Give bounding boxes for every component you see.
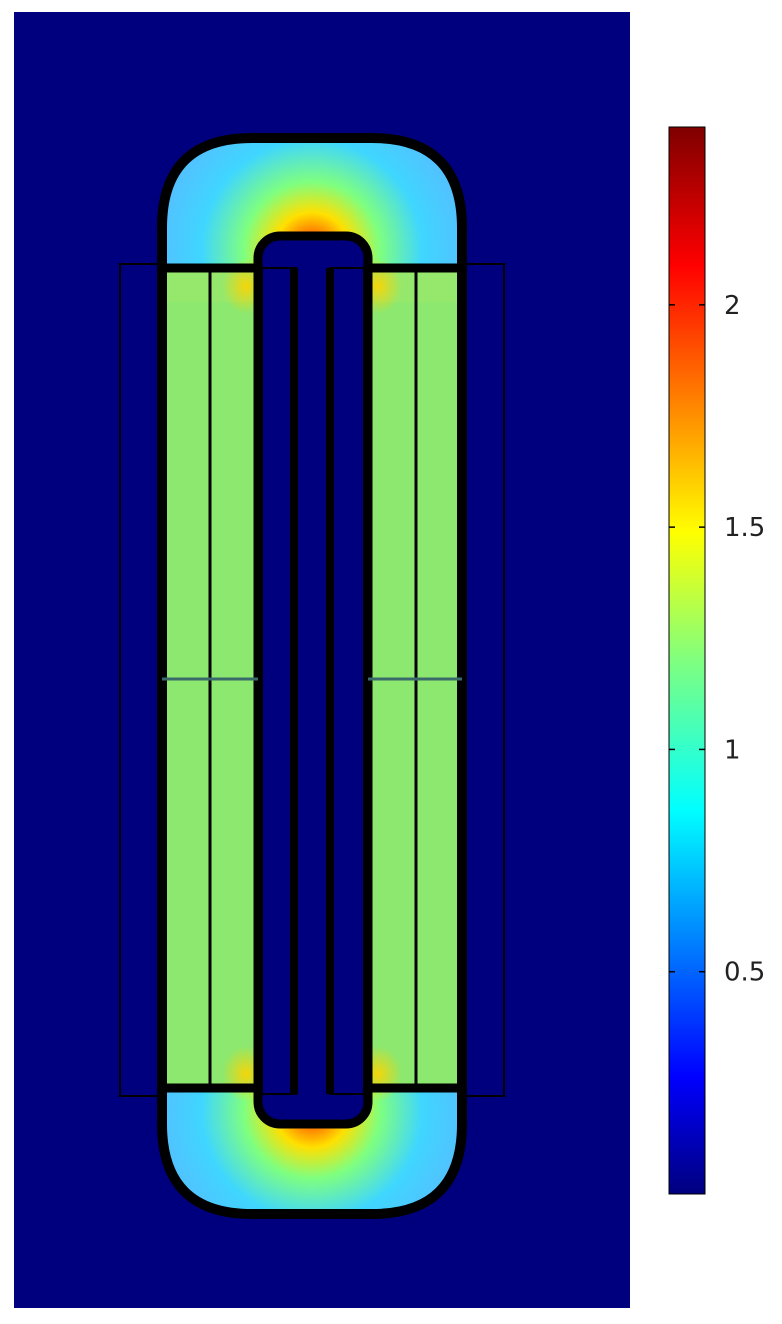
core-outline (157, 133, 467, 1219)
inner-bar-left (290, 268, 298, 1094)
colorbar-tick-label: 1.5 (724, 513, 765, 543)
colorbar-ticks: 0.5 1 1.5 2 (669, 291, 765, 988)
colorbar-tick-label: 1 (724, 735, 741, 765)
limb-subdivisions (162, 272, 462, 1084)
inner-window-bars (290, 268, 334, 1094)
yoke-separators (162, 263, 462, 1093)
core-window (253, 231, 373, 1129)
colorbar: 0.5 1 1.5 2 (668, 126, 765, 1195)
colorbar-tick-label: 0.5 (724, 958, 765, 988)
colorbar-gradient (668, 126, 706, 1195)
colorbar-tick-label: 2 (724, 291, 741, 321)
inner-bar-right (326, 268, 334, 1094)
